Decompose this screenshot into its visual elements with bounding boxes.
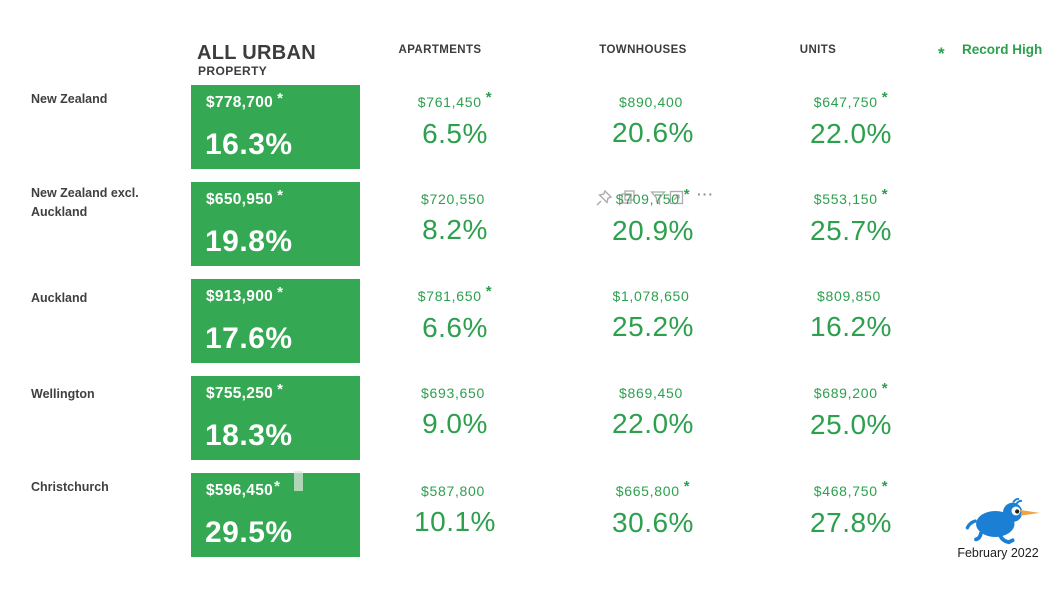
yoy-percent: 25.0% [810, 409, 892, 440]
price-value: $761,450 [417, 94, 482, 110]
report-date: February 2022 [957, 546, 1039, 560]
focus-mode-icon[interactable] [669, 190, 684, 205]
yoy-percent: 8.2% [422, 214, 488, 245]
stat-cell-units: $689,200 * 25.0% [751, 380, 951, 441]
stat-cell-apartments: $761,450 * 6.5% [355, 89, 555, 150]
price-value: $553,150 [813, 191, 878, 207]
price-value: $755,250 [206, 385, 274, 402]
stat-tile-all-urban: $778,700 * 16.3% [191, 85, 360, 169]
yoy-percent: 19.8% [205, 225, 293, 258]
row-label-nz-excl-auckland: New Zealand excl. Auckland [31, 186, 139, 219]
row-label-new-zealand: New Zealand [31, 92, 108, 106]
stat-cell-units: $468,750 * 27.8% [751, 478, 951, 539]
yoy-percent: 6.6% [422, 312, 488, 343]
yoy-percent: 18.3% [205, 419, 293, 452]
record-high-asterisk-icon: * [277, 90, 284, 107]
column-header-units: UNITS [799, 44, 837, 56]
yoy-percent: 20.9% [612, 215, 694, 246]
copy-icon[interactable] [621, 190, 636, 205]
record-high-asterisk-icon: * [881, 89, 889, 106]
price-value: $781,650 [417, 288, 482, 304]
kiwi-bird-logo [965, 498, 1040, 545]
yoy-percent: 30.6% [612, 507, 694, 538]
yoy-percent: 9.0% [422, 408, 488, 439]
record-high-asterisk-icon: * [485, 283, 493, 300]
yoy-percent: 22.0% [810, 118, 892, 149]
price-value: $809,850 [817, 288, 881, 304]
record-high-asterisk-icon: * [277, 284, 284, 301]
price-value: $913,900 [206, 288, 274, 305]
stat-cell-apartments: $720,550 8.2% [355, 191, 555, 246]
price-value: $587,800 [421, 483, 485, 499]
yoy-percent: 16.2% [810, 311, 892, 342]
stat-cell-units: $647,750 * 22.0% [751, 89, 951, 150]
record-high-asterisk-icon: * [683, 186, 691, 203]
price-value: $890,400 [619, 94, 683, 110]
stat-cell-apartments: $781,650 * 6.6% [355, 283, 555, 344]
price-value: $468,750 [813, 483, 878, 499]
yoy-percent: 25.7% [810, 215, 892, 246]
record-high-asterisk-icon: * [881, 380, 889, 397]
price-value: $869,450 [619, 385, 683, 401]
stat-cell-townhouses: $665,800 * 30.6% [553, 478, 753, 539]
yoy-percent: 29.5% [205, 516, 293, 549]
stat-cell-apartments: $693,650 9.0% [355, 385, 555, 440]
row-label-wellington: Wellington [31, 387, 95, 401]
record-high-asterisk-icon: * [277, 187, 284, 204]
stat-tile-all-urban: $650,950 * 19.8% [191, 182, 360, 266]
column-header-all-urban: ALL URBAN [197, 42, 316, 64]
yoy-percent: 27.8% [810, 507, 892, 538]
price-value: $720,550 [421, 191, 485, 207]
record-high-asterisk-icon: * [683, 478, 691, 495]
stat-tile-all-urban: $596,450* 29.5% [191, 473, 360, 557]
price-value: $647,750 [813, 94, 878, 110]
stat-cell-units: $809,850 16.2% [751, 288, 951, 343]
yoy-percent: 17.6% [205, 322, 293, 355]
record-high-asterisk-icon: * [277, 381, 284, 398]
row-label-auckland: Auckland [31, 291, 88, 305]
yoy-percent: 22.0% [612, 408, 694, 439]
record-high-asterisk-icon: * [881, 186, 889, 203]
record-high-asterisk-icon: * [881, 478, 889, 495]
more-options-icon[interactable]: ··· [697, 186, 714, 202]
pin-icon[interactable] [595, 189, 613, 207]
price-value: $596,450 [206, 482, 274, 499]
stat-cell-apartments: $587,800 10.1% [355, 483, 555, 538]
stat-cell-townhouses: $890,400 20.6% [553, 94, 753, 149]
column-header-apartments: APARTMENTS [398, 44, 482, 56]
price-value: $689,200 [813, 385, 878, 401]
stat-tile-all-urban: $913,900 * 17.6% [191, 279, 360, 363]
yoy-percent: 16.3% [205, 128, 293, 161]
price-value: $650,950 [206, 191, 274, 208]
yoy-percent: 20.6% [612, 117, 694, 148]
column-header-property: PROPERTY [198, 64, 268, 78]
stat-cell-townhouses: $869,450 22.0% [553, 385, 753, 440]
price-value: $778,700 [206, 94, 274, 111]
record-high-asterisk-icon: * [274, 478, 281, 495]
yoy-percent: 6.5% [422, 118, 488, 149]
stat-cell-townhouses: $1,078,650 25.2% [553, 288, 753, 343]
stat-tile-all-urban: $755,250 * 18.3% [191, 376, 360, 460]
column-header-townhouses: TOWNHOUSES [599, 44, 687, 56]
yoy-percent: 10.1% [414, 506, 496, 537]
stat-cell-units: $553,150 * 25.7% [751, 186, 951, 247]
filter-icon[interactable] [650, 190, 666, 206]
record-high-asterisk-icon: * [938, 44, 945, 63]
price-value: $665,800 [615, 483, 680, 499]
yoy-percent: 25.2% [612, 311, 694, 342]
price-value: $693,650 [421, 385, 485, 401]
price-value: $1,078,650 [612, 288, 690, 304]
record-high-asterisk-icon: * [485, 89, 493, 106]
record-high-legend-label: Record High [962, 42, 1043, 57]
text-cursor-artifact [294, 471, 303, 491]
row-label-christchurch: Christchurch [31, 480, 109, 494]
